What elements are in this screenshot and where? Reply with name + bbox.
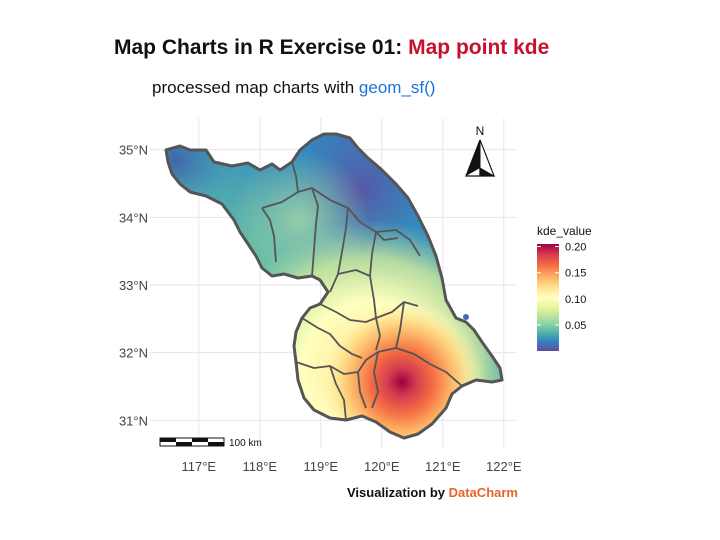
- y-tick-label: 31°N: [119, 413, 148, 428]
- y-tick-label: 34°N: [119, 210, 148, 225]
- scale-bar-label: 100 km: [229, 438, 262, 449]
- province-boundary: [164, 132, 504, 440]
- x-tick-label: 122°E: [486, 459, 522, 474]
- x-tick-label: 120°E: [364, 459, 400, 474]
- north-arrow-icon: N: [465, 124, 495, 178]
- chart-caption: Visualization by DataCharm: [347, 485, 518, 500]
- island-point: [463, 314, 469, 320]
- y-tick-label: 35°N: [119, 143, 148, 158]
- legend: kde_value 0.20 0.15 0.10 0.05: [537, 224, 592, 351]
- y-tick-label: 32°N: [119, 346, 148, 361]
- chart-title: Map Charts in R Exercise 01: Map point k…: [114, 36, 550, 59]
- scale-bar: 100 km: [159, 437, 262, 449]
- chart-subtitle: processed map charts with geom_sf(): [152, 78, 436, 97]
- y-tick-label: 33°N: [119, 278, 148, 293]
- x-tick-label: 119°E: [303, 459, 338, 474]
- x-tick-label: 121°E: [425, 459, 461, 474]
- x-tick-label: 118°E: [242, 459, 277, 474]
- legend-label: 0.10: [565, 294, 586, 306]
- legend-label: 0.15: [565, 268, 586, 280]
- svg-text:N: N: [476, 124, 485, 138]
- x-tick-label: 117°E: [181, 459, 216, 474]
- legend-label: 0.05: [565, 320, 586, 332]
- legend-title: kde_value: [537, 224, 592, 238]
- legend-label: 0.20: [565, 242, 586, 254]
- city-boundaries: [261, 161, 463, 421]
